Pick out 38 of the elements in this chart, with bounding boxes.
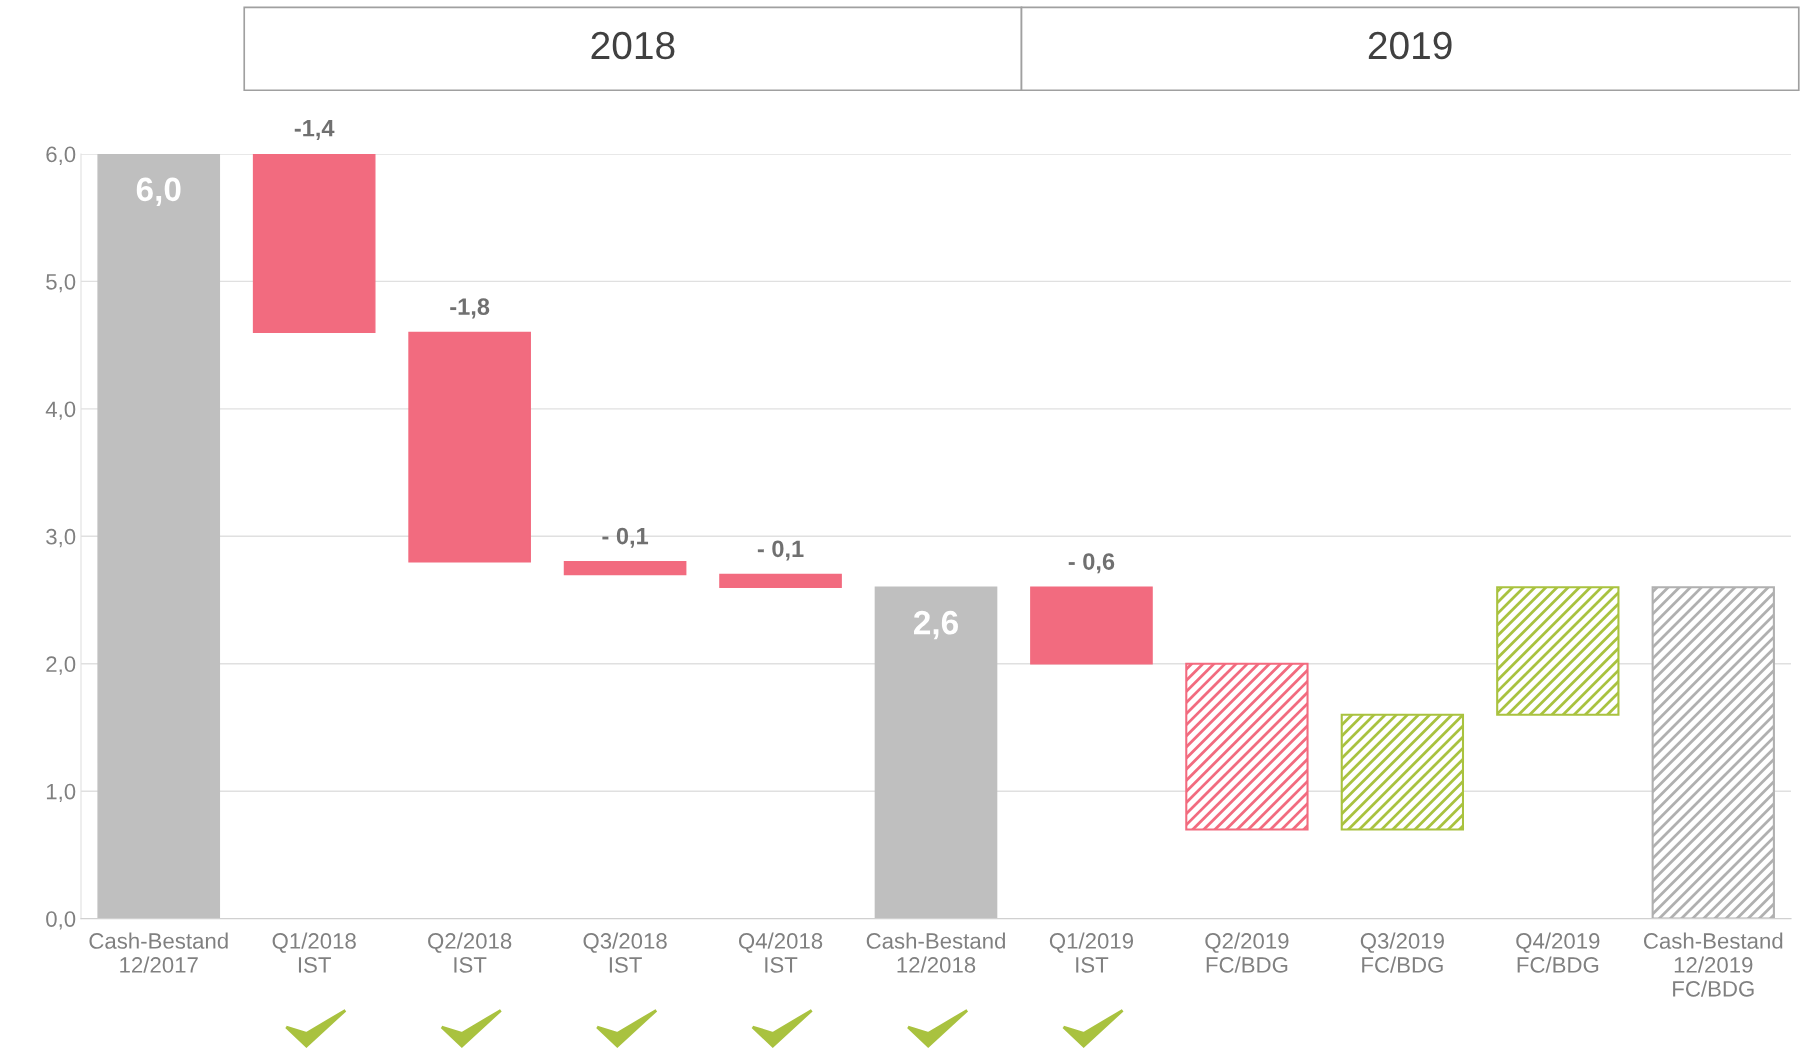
bar	[1185, 662, 1309, 831]
y-tick-label: 2,0	[46, 656, 76, 675]
y-tick-label: 0,0	[46, 911, 76, 930]
x-tick-label: Cash-Bestand 12/2019 FC/BDG	[1643, 932, 1783, 997]
x-tick-label: Q3/2018 IST	[583, 932, 667, 973]
bar	[252, 153, 376, 334]
bar	[1496, 586, 1620, 716]
bar	[1340, 713, 1465, 831]
text: -1,8	[450, 298, 490, 319]
y-tick-label: 1,0	[46, 783, 76, 803]
bar	[874, 586, 998, 919]
bar	[97, 153, 221, 919]
text: 2018	[591, 31, 675, 60]
x-tick-label: Q3/2019 FC/BDG	[1360, 932, 1444, 973]
y-tick-label: 5,0	[46, 273, 76, 293]
y-tick-label: 4,0	[45, 401, 76, 420]
y-tick-label: 6,0	[46, 146, 76, 165]
x-tick-label: Q2/2019 FC/BDG	[1205, 932, 1289, 973]
text: 2,6	[913, 610, 958, 640]
bar	[719, 573, 842, 588]
x-tick-label: Cash-Bestand 12/2018	[866, 932, 1005, 973]
x-tick-label: Q1/2018 IST	[272, 932, 356, 973]
text: - 0,6	[1068, 553, 1115, 574]
bar	[1030, 586, 1153, 665]
text: 2019	[1368, 31, 1452, 60]
y-tick-label: 3,0	[46, 528, 76, 548]
text: - 0,1	[602, 527, 649, 548]
x-tick-label: Q1/2019 IST	[1049, 932, 1134, 973]
text: 6,0	[136, 177, 181, 206]
bar	[563, 561, 687, 576]
text: - 0,1	[757, 540, 804, 561]
x-tick-label: Q2/2018 IST	[428, 932, 512, 973]
x-tick-label: Cash-Bestand 12/2017	[89, 932, 228, 973]
bar	[408, 331, 531, 563]
x-tick-label: Q4/2018 IST	[738, 932, 823, 973]
x-tick-label: Q4/2019 FC/BDG	[1516, 932, 1600, 973]
text: -1,4	[294, 120, 335, 140]
bar	[1651, 586, 1775, 919]
